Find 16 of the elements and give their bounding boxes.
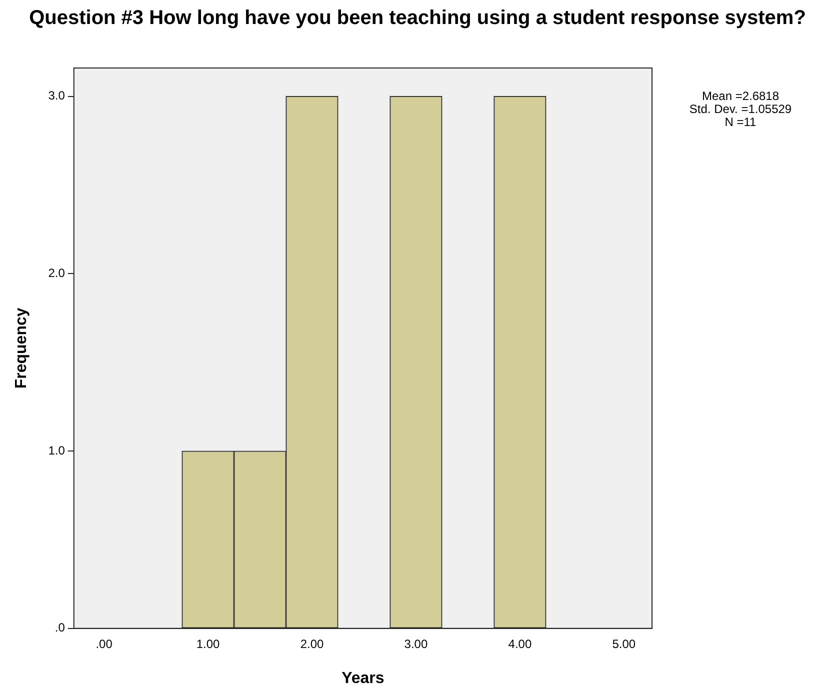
text: N =11 xyxy=(724,115,758,129)
x-tick-label: .00 xyxy=(96,636,113,651)
x-tick-label: 3.00 xyxy=(404,636,428,651)
chart-title: Question #3 How long have you been teaching using a student response system? xyxy=(28,7,807,29)
x-tick-label: 4.00 xyxy=(508,636,532,651)
text: Std. Dev. =1.05529 xyxy=(688,102,793,116)
x-tick-label: 2.00 xyxy=(300,636,324,651)
x-axis-title: Years xyxy=(342,670,384,687)
x-tick-label: 1.00 xyxy=(196,636,220,651)
y-tick-label: 3.0 xyxy=(48,88,66,103)
y-tick-label: 1.0 xyxy=(48,443,66,458)
text: Mean =2.6818 xyxy=(700,89,780,103)
x-tick-label: 5.00 xyxy=(612,636,636,651)
y-tick-label: 2.0 xyxy=(48,266,66,280)
y-axis-title: Frequency xyxy=(13,308,30,389)
y-tick-label: .0 xyxy=(54,620,66,635)
